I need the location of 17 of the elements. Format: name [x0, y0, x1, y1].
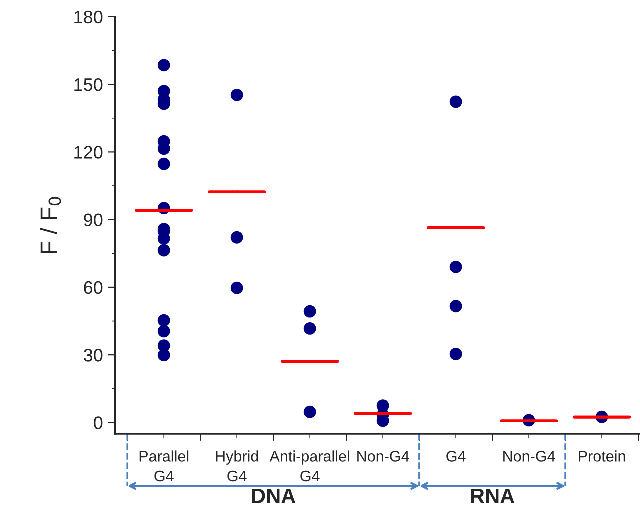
x-tick-label: Hybrid G4	[216, 450, 258, 482]
y-tick-label: 30	[84, 349, 103, 362]
y-tick-label: 90	[84, 214, 103, 227]
y-tick-label: 150	[74, 78, 103, 92]
y-tick-label: 120	[74, 146, 103, 159]
x-tick-label: G4	[446, 451, 466, 462]
y-tick-label: 180	[74, 10, 103, 24]
text: RNA	[471, 488, 515, 504]
x-tick-label: Protein	[579, 450, 626, 462]
x-tick-label: Parallel G4	[140, 450, 189, 482]
x-tick-label: Non-G4	[504, 451, 556, 462]
y-tick-label: 60	[84, 281, 103, 294]
y-axis-title: F / F$_{0}$	[40, 197, 62, 254]
x-tick-label: Anti-parallel G4	[270, 450, 350, 482]
x-tick-label: Non-G4	[358, 451, 410, 462]
text: DNA	[252, 488, 296, 504]
y-tick-label: 0	[94, 416, 103, 430]
